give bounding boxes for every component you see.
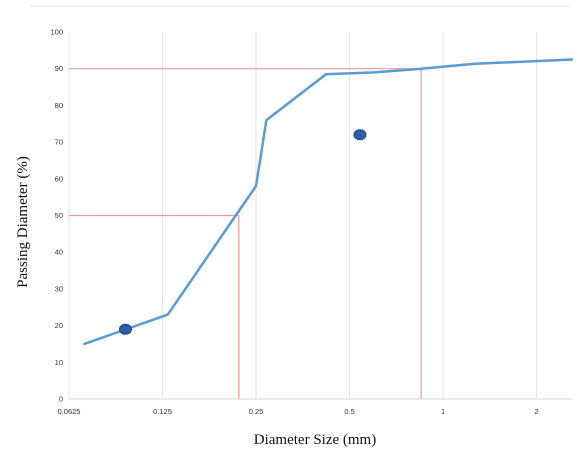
y-tick-label: 100 [50,28,63,37]
x-tick-label: 1 [441,407,445,416]
x-tick-label: 2 [535,407,539,416]
marker-layer [118,129,367,335]
tick-labels: 0 10 20 30 40 50 60 70 80 90 100 0.0625 0.125 0.25 0.5… [50,28,538,417]
y-tick-label: 60 [55,174,63,183]
series-line [83,58,574,346]
y-tick-label: 40 [55,248,63,257]
y-tick-label: 0 [59,395,63,404]
x-axis-title: Diameter Size (mm) [254,432,376,448]
x-tick-label: 0.125 [153,407,172,416]
x-tick-label: 0.5 [344,407,354,416]
y-tick-label: 80 [55,101,63,110]
y-tick-label: 50 [55,211,63,220]
y-tick-label: 20 [55,321,63,330]
y-axis-title: Passing Diameter (%) [15,156,31,288]
y-tick-label: 90 [55,64,63,73]
series-layer [83,58,574,346]
y-tick-label: 10 [55,358,63,367]
x-tick-label: 0.0625 [58,407,81,416]
y-tick-label: 70 [55,138,63,147]
data-marker [353,129,367,141]
data-marker [118,323,132,335]
x-tick-label: 0.25 [249,407,264,416]
y-tick-label: 30 [55,284,63,293]
reference-lines [69,68,422,399]
